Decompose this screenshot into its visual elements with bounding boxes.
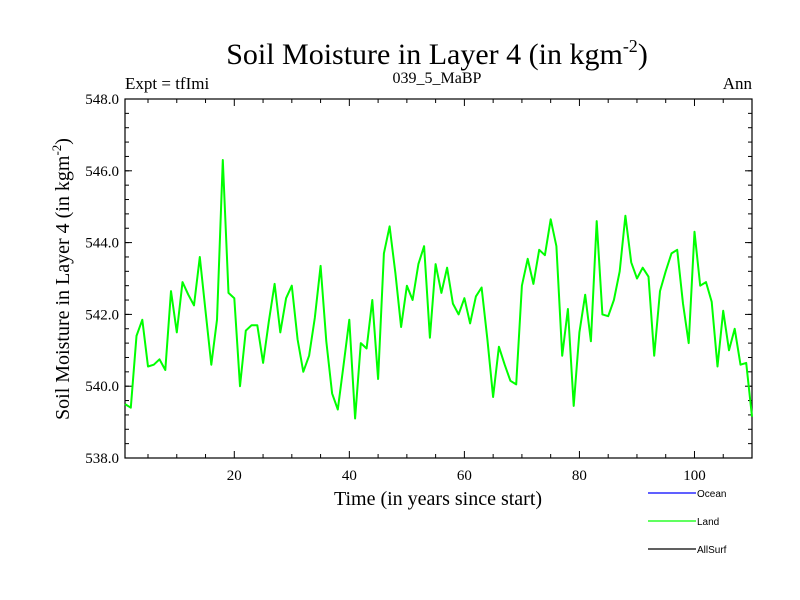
y-tick-label: 542.0 <box>85 307 119 323</box>
x-tick-label: 40 <box>342 468 357 484</box>
y-tick-label: 538.0 <box>85 451 119 467</box>
period-label: 039_5_MaBP <box>393 70 482 87</box>
x-axis: 20 40 60 80 100 <box>147 99 753 484</box>
x-tick-label: 100 <box>683 468 706 484</box>
chart-title: Soil Moisture in Layer 4 (in kgm-2) <box>226 36 648 71</box>
season-label: Ann <box>723 74 753 93</box>
x-tick-label: 80 <box>572 468 587 484</box>
y-tick-label: 540.0 <box>85 379 119 395</box>
y-axis-title-superscript: -2 <box>49 145 64 156</box>
y-axis-title-close: ) <box>52 138 74 145</box>
series-line-land <box>124 159 753 420</box>
chart-title-superscript: -2 <box>623 36 638 56</box>
experiment-label: Expt = tfImi <box>125 74 209 93</box>
y-tick-label: 546.0 <box>85 164 119 180</box>
y-tick-label: 544.0 <box>85 236 119 252</box>
legend-label-land: Land <box>697 517 719 528</box>
y-tick-label: 548.0 <box>85 92 119 108</box>
legend-label-allsurf: AllSurf <box>697 545 727 556</box>
chart-title-close: ) <box>638 38 648 71</box>
x-tick-label: 60 <box>457 468 472 484</box>
series-layer <box>124 159 753 420</box>
x-tick-label: 20 <box>227 468 242 484</box>
plot-frame <box>124 98 753 459</box>
legend-label-ocean: Ocean <box>697 489 726 500</box>
y-axis-title: Soil Moisture in Layer 4 (in kgm-2) <box>49 138 74 420</box>
legend: Ocean Land AllSurf <box>648 489 727 556</box>
y-axis: 538.0 540.0 542.0 544.0 546.0 548.0 <box>85 92 752 467</box>
x-axis-title: Time (in years since start) <box>334 488 542 510</box>
